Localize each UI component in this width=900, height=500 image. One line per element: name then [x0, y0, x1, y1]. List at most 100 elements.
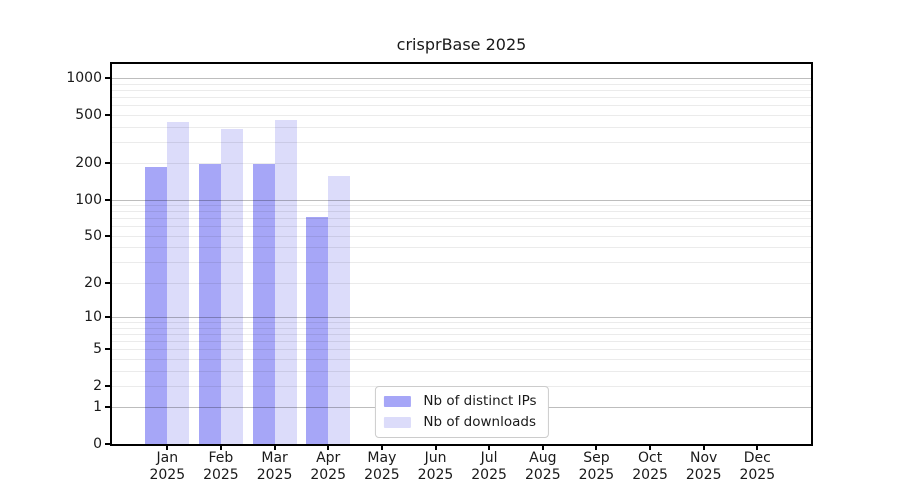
x-tick-year-apr: 2025: [310, 467, 346, 483]
y-tick-label-1: 1: [93, 399, 102, 416]
x-tick-month-apr: Apr: [316, 450, 341, 466]
y-tick-label-500: 500: [75, 106, 102, 123]
x-tick-apr: [327, 446, 330, 450]
legend-label-nb-of-downloads: Nb of downloads: [423, 414, 536, 430]
x-tick-label-dec: Dec 2025: [721, 450, 793, 484]
x-tick-month-feb: Feb: [208, 450, 234, 466]
x-tick-label-mar: Mar 2025: [239, 450, 311, 484]
gridline-7: [112, 333, 811, 335]
y-tick-0: [105, 443, 110, 445]
legend: Nb of distinct IPs Nb of downloads: [374, 386, 549, 438]
gridline-30: [112, 262, 811, 264]
x-tick-oct: [649, 446, 652, 450]
y-tick-20: [105, 281, 110, 284]
x-tick-month-sep: Sep: [583, 450, 610, 466]
legend-label-nb-of-distinct-ips: Nb of distinct IPs: [423, 393, 537, 409]
gridline-800: [112, 89, 811, 91]
gridline-8: [112, 327, 811, 329]
x-tick-month-oct: Oct: [637, 450, 663, 466]
x-tick-month-jan: Jan: [156, 450, 179, 466]
y-tick-500: [105, 113, 110, 116]
x-tick-aug: [541, 446, 544, 450]
bar-nb-of-downloads-jan: [167, 122, 190, 444]
x-tick-year-sep: 2025: [578, 467, 615, 483]
x-tick-month-may: May: [367, 450, 397, 466]
gridline-1000: [112, 78, 811, 79]
gridline-200: [112, 163, 811, 165]
bar-nb-of-distinct-ips-feb: [198, 164, 221, 444]
y-tick-label-5: 5: [93, 341, 102, 358]
x-tick-year-aug: 2025: [524, 467, 561, 483]
x-tick-may: [380, 446, 383, 450]
bar-nb-of-distinct-ips-apr: [306, 216, 329, 444]
x-tick-year-feb: 2025: [203, 467, 239, 483]
x-tick-label-apr: Apr 2025: [292, 450, 364, 484]
x-tick-month-aug: Aug: [529, 450, 557, 466]
legend-swatch-nb-of-downloads: [383, 417, 411, 428]
gridline-3: [112, 370, 811, 372]
x-tick-label-oct: Oct 2025: [614, 450, 686, 484]
gridline-6: [112, 340, 811, 342]
x-tick-label-feb: Feb 2025: [185, 450, 257, 484]
gridline-80: [112, 211, 811, 213]
x-tick-label-nov: Nov 2025: [668, 450, 740, 484]
plot-area: Nb of distinct IPs Nb of downloads: [110, 62, 813, 446]
x-tick-mar: [273, 446, 276, 450]
y-tick-label-1000: 1000: [66, 70, 102, 86]
x-tick-label-jul: Jul 2025: [453, 450, 525, 484]
gridline-10: [112, 317, 811, 318]
x-tick-year-dec: 2025: [739, 467, 776, 483]
y-tick-50: [105, 234, 110, 237]
y-tick-label-100: 100: [75, 191, 102, 208]
y-tick-200: [105, 162, 110, 165]
bar-nb-of-distinct-ips-jan: [145, 167, 168, 444]
legend-item-nb-of-distinct-ips: Nb of distinct IPs: [383, 393, 537, 409]
y-tick-10: [105, 316, 110, 318]
gridline-50: [112, 235, 811, 237]
x-tick-year-mar: 2025: [256, 467, 293, 483]
y-tick-label-20: 20: [84, 274, 102, 291]
y-tick-2: [105, 384, 110, 387]
bars-layer: [112, 64, 811, 444]
bar-nb-of-downloads-mar: [274, 119, 297, 444]
x-tick-label-may: May 2025: [346, 450, 418, 484]
gridline-5: [112, 349, 811, 351]
x-tick-dec: [756, 446, 759, 450]
bar-nb-of-distinct-ips-mar: [252, 163, 275, 444]
y-tick-label-2: 2: [93, 377, 102, 394]
x-tick-year-oct: 2025: [632, 467, 668, 483]
x-tick-month-dec: Dec: [743, 450, 771, 466]
x-tick-month-nov: Nov: [690, 450, 718, 466]
legend-item-nb-of-downloads: Nb of downloads: [383, 415, 536, 430]
x-tick-year-jan: 2025: [149, 467, 186, 483]
x-tick-label-jun: Jun 2025: [400, 450, 472, 484]
gridline-700: [112, 96, 811, 98]
chart-title: crisprBase 2025: [396, 35, 527, 54]
x-tick-label-aug: Aug 2025: [507, 450, 579, 484]
gridline-400: [112, 126, 811, 128]
gridline-600: [112, 105, 811, 106]
legend-swatch-nb-of-distinct-ips: [383, 396, 411, 407]
y-tick-5: [105, 348, 110, 351]
gridline-90: [112, 205, 811, 206]
x-tick-label-jan: Jan 2025: [131, 450, 203, 484]
gridline-40: [112, 247, 811, 249]
bar-nb-of-downloads-apr: [328, 176, 351, 444]
x-tick-year-may: 2025: [364, 467, 400, 483]
gridline-60: [112, 226, 811, 228]
gridline-4: [112, 358, 811, 360]
x-tick-month-mar: Mar: [261, 450, 288, 466]
y-tick-1: [105, 406, 110, 409]
y-tick-label-0: 0: [93, 436, 102, 452]
x-tick-sep: [595, 446, 598, 450]
gridline-900: [112, 83, 811, 85]
x-tick-year-jul: 2025: [471, 467, 507, 483]
gridline-100: [112, 199, 811, 201]
x-tick-year-jun: 2025: [417, 467, 454, 483]
x-tick-label-sep: Sep 2025: [560, 450, 632, 484]
x-tick-jun: [434, 446, 437, 450]
y-tick-label-10: 10: [84, 309, 102, 325]
x-tick-jan: [166, 446, 169, 450]
x-tick-jul: [488, 446, 491, 450]
